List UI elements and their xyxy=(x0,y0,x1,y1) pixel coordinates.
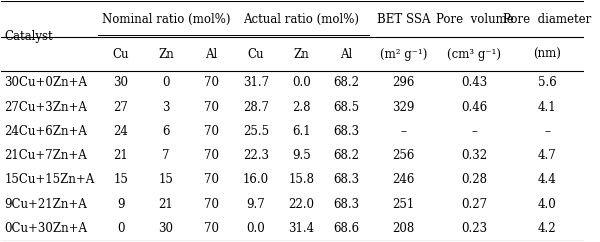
Text: 5.6: 5.6 xyxy=(538,76,557,89)
Text: 68.2: 68.2 xyxy=(333,76,359,89)
Text: 30Cu+0Zn+A: 30Cu+0Zn+A xyxy=(4,76,87,89)
Text: Pore  diameter: Pore diameter xyxy=(503,13,591,26)
Text: 329: 329 xyxy=(392,101,415,114)
Text: 28.7: 28.7 xyxy=(243,101,269,114)
Text: 0Cu+30Zn+A: 0Cu+30Zn+A xyxy=(4,222,87,235)
Text: 0.0: 0.0 xyxy=(292,76,311,89)
Text: 27: 27 xyxy=(113,101,128,114)
Text: 15.8: 15.8 xyxy=(288,174,314,186)
Text: 25.5: 25.5 xyxy=(243,125,269,138)
Text: 68.3: 68.3 xyxy=(333,125,359,138)
Text: Cu: Cu xyxy=(248,47,265,60)
Text: 0.23: 0.23 xyxy=(461,222,487,235)
Text: 68.3: 68.3 xyxy=(333,174,359,186)
Text: 4.4: 4.4 xyxy=(538,174,557,186)
Text: (cm³ g⁻¹): (cm³ g⁻¹) xyxy=(448,47,502,60)
Text: Al: Al xyxy=(205,47,217,60)
Text: 2.8: 2.8 xyxy=(292,101,310,114)
Text: Pore  volume: Pore volume xyxy=(436,13,513,26)
Text: 70: 70 xyxy=(203,222,218,235)
Text: –: – xyxy=(544,125,550,138)
Text: 21: 21 xyxy=(113,149,128,162)
Text: 7: 7 xyxy=(162,149,170,162)
Text: 246: 246 xyxy=(392,174,415,186)
Text: 9Cu+21Zn+A: 9Cu+21Zn+A xyxy=(4,198,87,211)
Text: 4.1: 4.1 xyxy=(538,101,556,114)
Text: BET SSA: BET SSA xyxy=(377,13,430,26)
Text: 21: 21 xyxy=(158,198,173,211)
Text: 3: 3 xyxy=(162,101,170,114)
Text: 24: 24 xyxy=(113,125,128,138)
Text: Zn: Zn xyxy=(293,47,309,60)
Text: 24Cu+6Zn+A: 24Cu+6Zn+A xyxy=(4,125,87,138)
Text: –: – xyxy=(400,125,406,138)
Text: 22.0: 22.0 xyxy=(288,198,314,211)
Text: 0.43: 0.43 xyxy=(461,76,488,89)
Text: (nm): (nm) xyxy=(533,47,561,60)
Text: 15: 15 xyxy=(158,174,173,186)
Text: 4.7: 4.7 xyxy=(538,149,557,162)
Text: 31.4: 31.4 xyxy=(288,222,314,235)
Text: 0.27: 0.27 xyxy=(461,198,487,211)
Text: (m² g⁻¹): (m² g⁻¹) xyxy=(380,47,427,60)
Text: 9: 9 xyxy=(117,198,125,211)
Text: Catalyst: Catalyst xyxy=(4,30,53,43)
Text: 296: 296 xyxy=(392,76,415,89)
Text: 6: 6 xyxy=(162,125,170,138)
Text: 9.7: 9.7 xyxy=(247,198,265,211)
Text: 0: 0 xyxy=(162,76,170,89)
Text: 68.3: 68.3 xyxy=(333,198,359,211)
Text: 68.6: 68.6 xyxy=(333,222,359,235)
Text: 15Cu+15Zn+A: 15Cu+15Zn+A xyxy=(4,174,95,186)
Text: 6.1: 6.1 xyxy=(292,125,310,138)
Text: 0.46: 0.46 xyxy=(461,101,488,114)
Text: 0.0: 0.0 xyxy=(247,222,265,235)
Text: 208: 208 xyxy=(392,222,415,235)
Text: 16.0: 16.0 xyxy=(243,174,269,186)
Text: 70: 70 xyxy=(203,174,218,186)
Text: Zn: Zn xyxy=(158,47,174,60)
Text: 27Cu+3Zn+A: 27Cu+3Zn+A xyxy=(4,101,87,114)
Text: 4.0: 4.0 xyxy=(538,198,557,211)
Text: 15: 15 xyxy=(113,174,128,186)
Text: 70: 70 xyxy=(203,149,218,162)
Text: 70: 70 xyxy=(203,76,218,89)
Text: 0.32: 0.32 xyxy=(461,149,487,162)
Text: 30: 30 xyxy=(158,222,173,235)
Text: 251: 251 xyxy=(392,198,415,211)
Text: 68.5: 68.5 xyxy=(333,101,359,114)
Text: 9.5: 9.5 xyxy=(292,149,311,162)
Text: 0: 0 xyxy=(117,222,125,235)
Text: 68.2: 68.2 xyxy=(333,149,359,162)
Text: Cu: Cu xyxy=(113,47,129,60)
Text: 22.3: 22.3 xyxy=(243,149,269,162)
Text: –: – xyxy=(472,125,478,138)
Text: Nominal ratio (mol%): Nominal ratio (mol%) xyxy=(102,13,230,26)
Text: Al: Al xyxy=(340,47,352,60)
Text: 0.28: 0.28 xyxy=(461,174,487,186)
Text: 70: 70 xyxy=(203,198,218,211)
Text: 70: 70 xyxy=(203,101,218,114)
Text: 256: 256 xyxy=(392,149,415,162)
Text: 31.7: 31.7 xyxy=(243,76,269,89)
Text: 21Cu+7Zn+A: 21Cu+7Zn+A xyxy=(4,149,87,162)
Text: 30: 30 xyxy=(113,76,128,89)
Text: 70: 70 xyxy=(203,125,218,138)
Text: Actual ratio (mol%): Actual ratio (mol%) xyxy=(243,13,359,26)
Text: 4.2: 4.2 xyxy=(538,222,556,235)
